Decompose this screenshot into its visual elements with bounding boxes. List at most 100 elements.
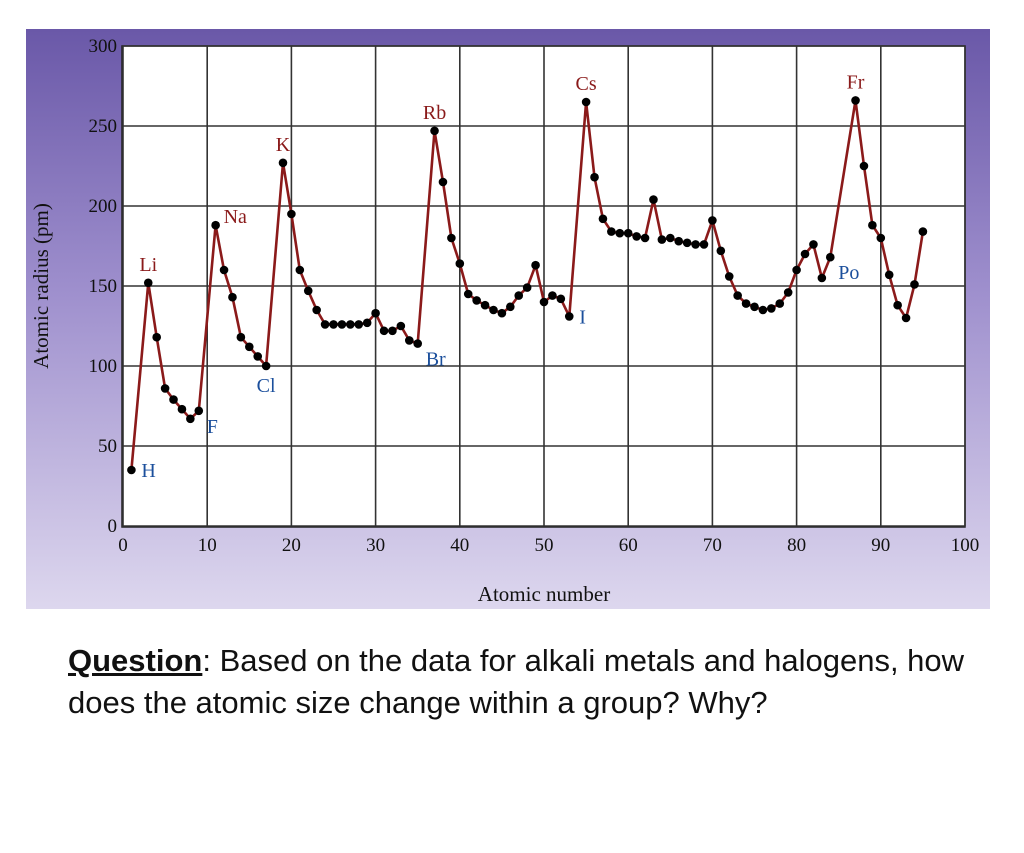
data-point xyxy=(716,246,726,256)
data-point xyxy=(312,305,321,315)
data-point xyxy=(556,294,566,304)
data-point xyxy=(699,240,709,249)
data-point xyxy=(741,299,751,308)
data-point xyxy=(623,228,633,238)
data-point xyxy=(522,283,532,292)
data-point xyxy=(750,302,759,312)
data-point xyxy=(472,296,481,305)
data-point xyxy=(177,404,187,414)
data-point xyxy=(186,414,195,424)
data-point xyxy=(337,320,347,329)
data-point xyxy=(287,209,296,219)
data-point xyxy=(859,161,869,171)
data-point xyxy=(404,336,414,345)
data-point xyxy=(792,265,801,275)
element-label: K xyxy=(276,134,291,156)
question-label: Question xyxy=(68,643,203,678)
data-point xyxy=(539,297,549,307)
data-point xyxy=(649,195,658,204)
data-point xyxy=(615,228,625,238)
x-tick-label: 40 xyxy=(450,535,469,556)
x-tick-label: 100 xyxy=(951,535,980,556)
data-point xyxy=(724,272,734,281)
data-point xyxy=(691,240,700,249)
data-point xyxy=(884,270,894,280)
x-tick-label: 80 xyxy=(787,535,806,556)
data-point xyxy=(901,313,911,323)
x-tick-label: 10 xyxy=(198,535,217,556)
data-point xyxy=(219,265,229,275)
data-point xyxy=(657,235,667,244)
y-tick-label: 0 xyxy=(108,516,118,537)
data-markers xyxy=(127,96,928,475)
y-tick-label: 100 xyxy=(89,356,118,377)
x-tick-label: 60 xyxy=(619,535,638,556)
data-point xyxy=(506,302,515,312)
data-point xyxy=(809,240,818,249)
data-point xyxy=(783,288,793,297)
data-point xyxy=(640,233,650,243)
element-label: I xyxy=(579,306,586,328)
data-point xyxy=(127,465,136,475)
element-label: Fr xyxy=(847,71,865,93)
data-point xyxy=(514,291,524,300)
x-tick-label: 30 xyxy=(366,535,385,556)
data-point xyxy=(379,326,389,336)
element-label: F xyxy=(207,416,218,438)
data-point xyxy=(354,320,364,329)
data-point xyxy=(245,342,254,352)
x-tick-label: 70 xyxy=(703,535,722,556)
data-point xyxy=(564,312,574,321)
element-label: Rb xyxy=(423,102,446,124)
data-point xyxy=(918,227,928,236)
data-point xyxy=(152,332,161,342)
data-point xyxy=(447,233,456,243)
data-point xyxy=(463,289,473,299)
element-labels: H Li F Na Cl K Br Rb I Cs Po Fr xyxy=(139,71,864,482)
data-point xyxy=(590,172,599,182)
data-point xyxy=(851,96,860,105)
data-point xyxy=(489,305,498,315)
tick-labels: 0 10 20 30 40 50 60 70 80 90 100 0 50 100 150 200 250 300 xyxy=(89,36,980,556)
y-tick-label: 150 xyxy=(89,276,118,297)
data-point xyxy=(236,332,246,342)
data-point xyxy=(438,177,448,187)
data-point xyxy=(320,320,330,329)
data-point xyxy=(194,406,204,416)
x-tick-label: 0 xyxy=(118,535,128,556)
x-tick-label: 50 xyxy=(535,535,554,556)
data-point xyxy=(893,300,902,310)
series-line xyxy=(130,99,925,471)
element-label: Cs xyxy=(576,73,597,95)
data-point xyxy=(455,259,465,268)
data-point xyxy=(708,216,717,225)
x-axis-title: Atomic number xyxy=(478,582,610,606)
data-point xyxy=(169,395,178,404)
data-point xyxy=(876,233,886,243)
data-point xyxy=(211,220,220,230)
data-point xyxy=(800,249,810,259)
data-point xyxy=(371,308,380,318)
data-point xyxy=(278,158,288,168)
data-point xyxy=(817,273,827,283)
data-point xyxy=(160,384,170,393)
data-point xyxy=(413,339,423,348)
data-point xyxy=(767,304,776,313)
data-point xyxy=(682,238,692,248)
data-line xyxy=(130,99,925,471)
data-point xyxy=(674,236,684,246)
chart-panel: 0 10 20 30 40 50 60 70 80 90 100 0 50 100 150 200 250 300… xyxy=(26,29,990,609)
data-point xyxy=(598,214,608,224)
data-point xyxy=(531,260,540,270)
data-point xyxy=(143,278,153,288)
data-point xyxy=(825,252,835,262)
data-point xyxy=(775,299,785,308)
data-point xyxy=(497,308,507,318)
x-tick-label: 20 xyxy=(282,535,301,556)
y-tick-label: 250 xyxy=(89,116,118,137)
data-point xyxy=(430,126,439,136)
atomic-radius-chart: 0 10 20 30 40 50 60 70 80 90 100 0 50 100 150 200 250 300… xyxy=(29,36,980,606)
data-point xyxy=(388,326,397,336)
element-label: Br xyxy=(426,349,446,371)
data-point xyxy=(480,300,490,310)
